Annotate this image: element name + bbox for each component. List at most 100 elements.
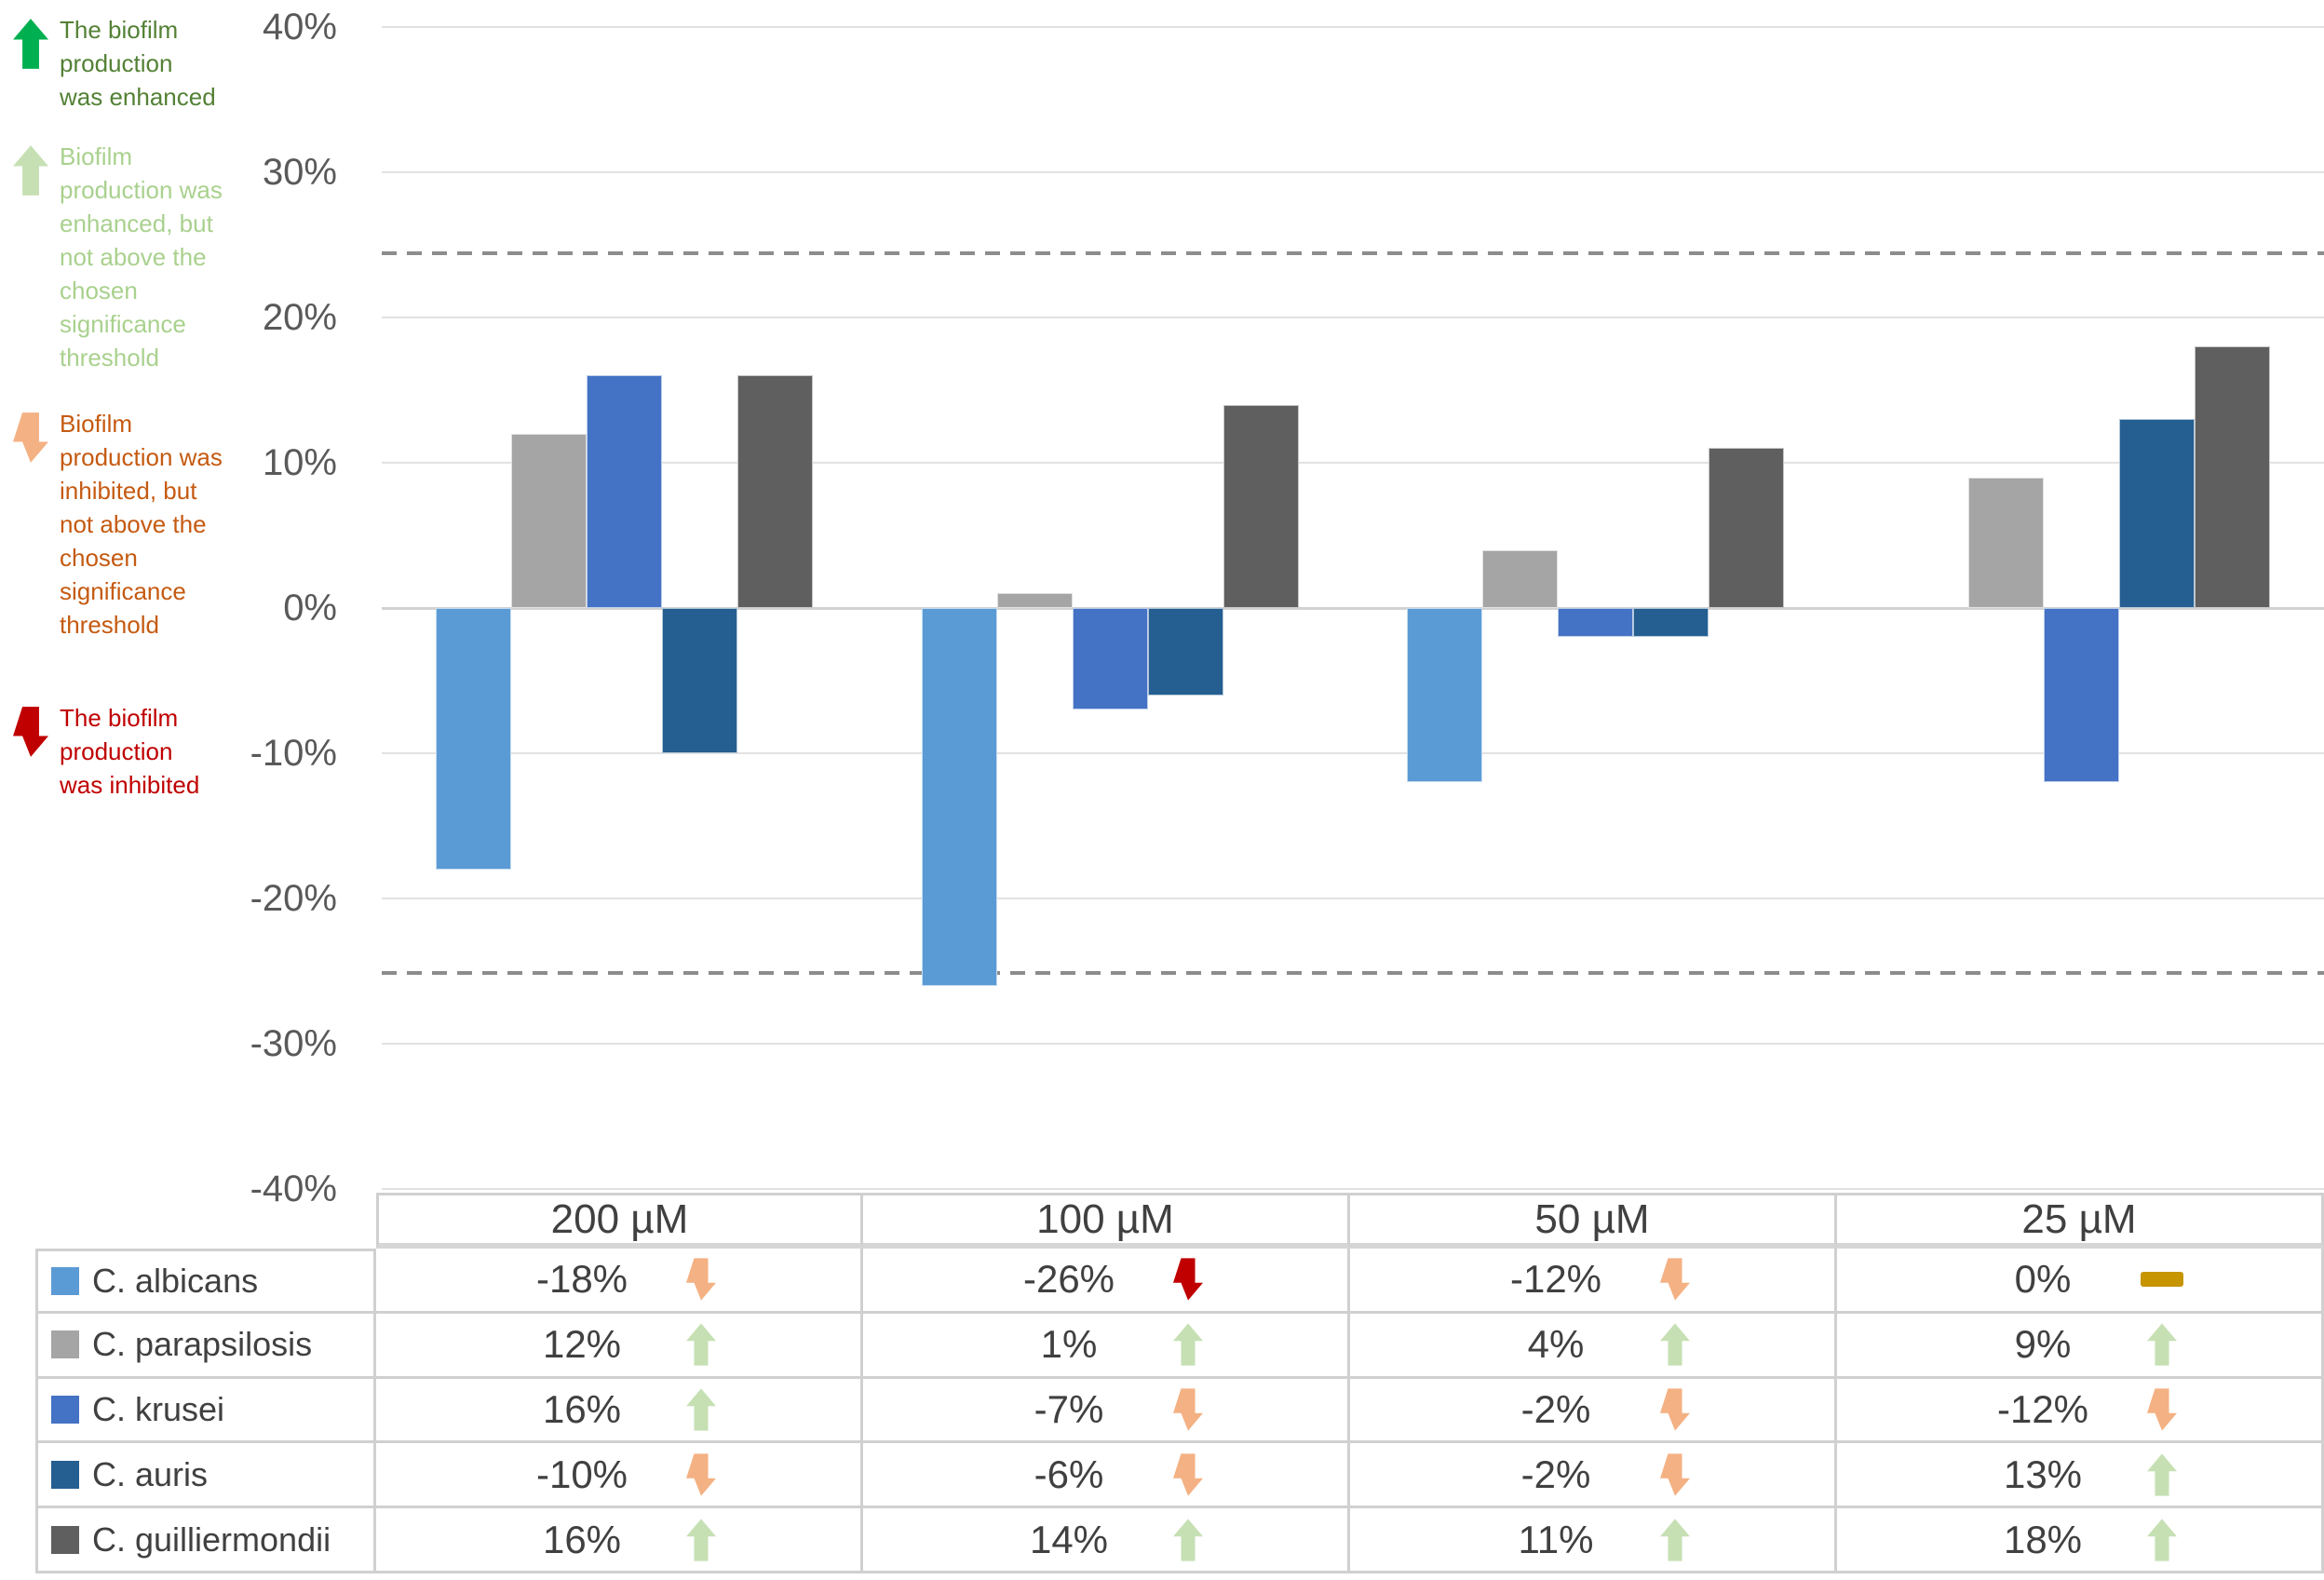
table-value-cell: 16% <box>376 1508 863 1573</box>
cell-value: 18% <box>2003 1517 2083 1561</box>
bar-c-guilliermondii-2 <box>1223 404 1299 608</box>
legend-text-line: The biofilm <box>60 704 179 732</box>
gridline <box>382 317 2324 318</box>
cell-value: -7% <box>1034 1386 1104 1431</box>
cell-value: 14% <box>1029 1517 1109 1561</box>
table-value-cell: 0% <box>1837 1249 2324 1314</box>
up-arrow-icon <box>2134 1518 2190 1561</box>
cell-value: -12% <box>1509 1257 1602 1302</box>
bar-c-auris-1 <box>662 608 738 753</box>
bar-c-auris-4 <box>2118 419 2195 608</box>
bar-c-parapsilosis-3 <box>1482 549 1559 608</box>
bar-c-albicans-2 <box>921 608 997 986</box>
bar-c-guilliermondii-1 <box>737 375 814 608</box>
y-axis-tick-label: 30% <box>262 152 337 193</box>
legend-text-line: threshold <box>60 611 159 639</box>
cell-value: 12% <box>542 1322 622 1367</box>
gridline <box>382 462 2324 464</box>
cell-value: 16% <box>542 1386 622 1431</box>
legend-item-label: Biofilm production was inhibited, but not a… <box>60 407 223 641</box>
cell-value: 0% <box>2014 1257 2072 1302</box>
cell-value: 1% <box>1040 1322 1098 1367</box>
legend-item-label: The biofilm production was enhanced <box>60 13 216 114</box>
gridline <box>382 898 2324 899</box>
cell-value: 4% <box>1527 1322 1585 1367</box>
up-arrow-icon <box>1647 1518 1703 1561</box>
legend-item-label: Biofilm production was enhanced, but not ab… <box>60 140 223 374</box>
bar-c-guilliermondii-3 <box>1709 448 1785 608</box>
table-header-100-µM: 100 µM <box>863 1193 1350 1249</box>
table-value-cell: -7% <box>863 1378 1350 1444</box>
cell-value: -12% <box>1996 1386 2089 1431</box>
cell-value: 11% <box>1518 1517 1594 1561</box>
series-color-swatch <box>51 1330 79 1359</box>
down-arrow-icon <box>1647 1388 1703 1431</box>
table-value-cell: -6% <box>863 1443 1350 1509</box>
y-axis-tick-label: 20% <box>262 297 337 338</box>
legend-text-line: enhanced, but <box>60 209 213 237</box>
table-row-label: C. auris <box>35 1443 376 1509</box>
cell-value: -6% <box>1034 1452 1104 1496</box>
table-value-cell: -2% <box>1350 1378 1837 1444</box>
data-table: 200 µM 100 µM 50 µM 25 µM C. albicans -18% -26… <box>35 1193 2324 1573</box>
gridline <box>382 752 2324 754</box>
bar-c-albicans-1 <box>436 608 512 870</box>
upper-significance-threshold-line <box>382 251 2324 256</box>
zero-gridline <box>382 607 2324 610</box>
y-axis-tick-label: -20% <box>250 878 337 919</box>
species-name: C. albicans <box>92 1261 259 1300</box>
legend-text-line: production <box>60 49 173 77</box>
table-value-cell: 14% <box>863 1508 1350 1573</box>
gridline <box>382 1043 2324 1045</box>
legend-text-line: not above the <box>60 510 207 538</box>
bar-c-krusei-3 <box>1558 608 1634 638</box>
series-color-swatch <box>51 1460 79 1489</box>
table-value-cell: 1% <box>863 1313 1350 1379</box>
up-arrow-icon <box>2134 1323 2190 1366</box>
up-arrow-icon <box>13 17 48 75</box>
down-arrow-icon <box>1160 1258 1216 1301</box>
table-row-label: C. albicans <box>35 1249 376 1314</box>
down-arrow-icon <box>2134 1388 2190 1431</box>
down-arrow-icon <box>13 411 48 469</box>
table-value-cell: 12% <box>376 1313 863 1379</box>
lower-significance-threshold-line <box>382 970 2324 975</box>
table-value-cell: 9% <box>1837 1313 2324 1379</box>
legend-text-line: not above the <box>60 243 207 271</box>
table-value-cell: 13% <box>1837 1443 2324 1509</box>
y-axis-tick-label: -30% <box>250 1023 337 1064</box>
legend-text-line: production was <box>60 176 223 204</box>
table-value-cell: -12% <box>1350 1249 1837 1314</box>
legend-text-line: chosen <box>60 544 138 572</box>
up-arrow-icon <box>673 1518 729 1561</box>
table-value-cell: 18% <box>1837 1508 2324 1573</box>
up-arrow-icon <box>13 143 48 202</box>
table-value-cell: 11% <box>1350 1508 1837 1573</box>
species-name: C. krusei <box>92 1389 225 1428</box>
legend-text-line: production was <box>60 443 223 471</box>
bar-c-parapsilosis-2 <box>996 593 1073 608</box>
bar-c-auris-3 <box>1633 608 1709 638</box>
table-corner-cell <box>35 1193 376 1249</box>
cell-value: 16% <box>542 1517 622 1561</box>
species-name: C. auris <box>92 1454 209 1493</box>
table-row-label: C. parapsilosis <box>35 1313 376 1379</box>
species-name: C. guilliermondii <box>92 1519 331 1559</box>
down-arrow-icon <box>673 1453 729 1496</box>
plot-area <box>382 26 2324 1200</box>
down-arrow-icon <box>13 705 48 763</box>
table-header-25-µM: 25 µM <box>1837 1193 2324 1249</box>
table-value-cell: -2% <box>1350 1443 1837 1509</box>
up-arrow-icon <box>2134 1453 2190 1496</box>
legend-text-line: was enhanced <box>60 83 216 111</box>
gridline <box>382 26 2324 28</box>
bar-c-krusei-1 <box>587 375 663 608</box>
legend-item: Biofilm production was inhibited, but not a… <box>13 407 227 641</box>
y-axis-tick-label: -10% <box>250 733 337 774</box>
legend-text-line: was inhibited <box>60 771 200 799</box>
legend-text-line: Biofilm <box>60 410 133 438</box>
y-axis-tick-label: 0% <box>283 587 337 628</box>
table-value-cell: 4% <box>1350 1313 1837 1379</box>
table-row-label: C. guilliermondii <box>35 1508 376 1573</box>
table-value-cell: -12% <box>1837 1378 2324 1444</box>
